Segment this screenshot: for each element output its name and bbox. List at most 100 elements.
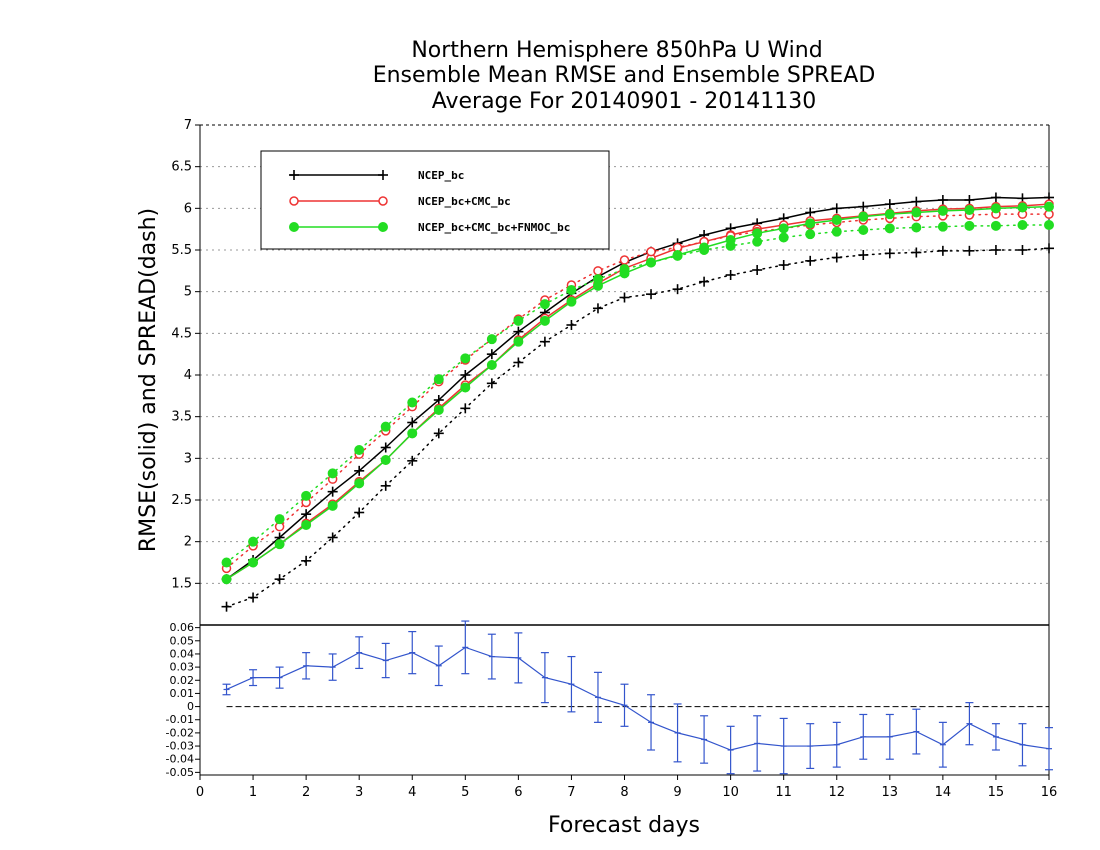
rmse-point — [937, 205, 948, 216]
rmse-point — [884, 209, 895, 220]
legend-marker — [289, 196, 299, 206]
spread-point — [301, 490, 312, 501]
x-tick-label: 7 — [567, 785, 575, 800]
spread-point — [566, 285, 577, 295]
legend-box — [260, 150, 610, 250]
y-tick-label-lower: -0.03 — [166, 740, 194, 753]
spread-point — [619, 264, 630, 275]
spread-point — [884, 223, 895, 234]
rmse-point — [407, 428, 418, 439]
rmse-point — [990, 203, 1001, 214]
rmse-point — [1017, 202, 1028, 213]
y-tick-label: 6 — [184, 201, 192, 216]
spread-point — [539, 299, 550, 310]
legend-marker — [378, 196, 388, 206]
x-tick-label: 9 — [673, 785, 681, 800]
rmse-point — [1044, 201, 1054, 212]
y-tick-label-lower: 0.05 — [170, 634, 195, 647]
y-tick-label-lower: -0.02 — [166, 726, 194, 739]
y-tick-label: 7 — [184, 118, 192, 133]
y-tick-label-lower: -0.05 — [166, 766, 194, 779]
y-tick-label-lower: 0.02 — [170, 674, 195, 687]
y-tick-label-lower: 0.04 — [170, 647, 195, 660]
y-tick-label-lower: 0 — [187, 700, 194, 713]
y-tick-label: 2.5 — [171, 493, 192, 508]
spread-point — [593, 266, 603, 276]
chart-title-line-3: Average For 20140901 - 20141130 — [432, 89, 817, 114]
difference-series — [222, 620, 1053, 775]
x-tick-label: 8 — [620, 785, 628, 800]
spread-point — [248, 536, 259, 547]
x-tick-label: 1 — [249, 785, 257, 800]
rmse-line — [226, 203, 1050, 580]
chart-title-line-1: Northern Hemisphere 850hPa U Wind — [411, 38, 822, 63]
spread-line — [225, 213, 1050, 570]
rmse-point — [301, 520, 312, 530]
x-tick-label: 12 — [828, 785, 845, 800]
spread-point — [433, 374, 444, 385]
spread-point — [486, 334, 497, 345]
spread-point — [805, 229, 816, 240]
spread-point — [513, 315, 524, 326]
rmse-point — [486, 360, 497, 370]
rmse-point — [460, 382, 471, 393]
spread-point — [964, 220, 975, 231]
rmse-point — [380, 455, 391, 465]
y-tick-label: 5 — [184, 285, 192, 300]
spread-point — [725, 240, 736, 251]
spread-point — [407, 397, 418, 408]
spread-point — [327, 468, 338, 479]
x-tick-label: 2 — [302, 785, 310, 800]
spread-point — [911, 222, 922, 233]
difference-line — [226, 646, 1050, 751]
y-tick-label: 4.5 — [171, 326, 192, 341]
spread-point — [221, 557, 232, 568]
y-tick-label-lower: 0.06 — [170, 621, 195, 634]
rmse-point — [221, 574, 232, 585]
x-tick-label: 6 — [514, 785, 522, 800]
spread-point — [990, 220, 1001, 231]
spread-point — [380, 421, 391, 432]
chart-title-line-2: Ensemble Mean RMSE and Ensemble SPREAD — [373, 63, 876, 88]
x-tick-label: 11 — [775, 785, 792, 800]
x-tick-label: 15 — [988, 785, 1005, 800]
spread-point — [831, 226, 842, 237]
rmse-point — [805, 218, 816, 229]
legend-marker — [378, 222, 388, 232]
legend-label: NCEP_bc+CMC_bc — [418, 195, 511, 208]
spread-point — [619, 255, 630, 265]
spread-point — [672, 250, 683, 261]
legend-label: NCEP_bc — [418, 169, 464, 182]
x-tick-label: 14 — [935, 785, 952, 800]
y-tick-label-lower: 0.03 — [170, 661, 195, 674]
lower-panel: -0.05-0.04-0.03-0.02-0.0100.010.020.030.… — [166, 620, 1057, 800]
x-tick-label: 3 — [355, 785, 363, 800]
legend-marker — [289, 222, 299, 232]
legend: NCEP_bc NCEP_bc+CMC_bc NCEP_bc+CMC_bc+FNMO… — [260, 150, 610, 250]
y-tick-label: 6.5 — [171, 160, 192, 175]
y-tick-label: 5.5 — [171, 243, 192, 258]
spread-point — [592, 274, 603, 285]
rmse-point — [248, 557, 259, 568]
y-tick-label-lower: -0.01 — [166, 713, 194, 726]
spread-line — [225, 247, 1050, 608]
series-NCEP_bc+CMC_bc+FNMOC_bc — [221, 201, 1054, 585]
spread-point — [858, 225, 869, 235]
x-tick-label: 13 — [882, 785, 899, 800]
upper-panel: 1.5 2 2.5 3 3.5 4 4.5 5 5.5 6 6.5 7 — [171, 118, 1054, 626]
rmse-point — [539, 315, 550, 326]
spread-line — [225, 224, 1050, 564]
rmse-point — [778, 223, 789, 234]
x-tick-label: 0 — [196, 785, 204, 800]
x-tick-label: 10 — [722, 785, 739, 800]
x-tick-label: 5 — [461, 785, 469, 800]
x-tick-label: 4 — [408, 785, 416, 800]
y-tick-label: 3 — [184, 451, 192, 466]
chart-title-group: Northern Hemisphere 850hPa U Wind Ensemb… — [373, 38, 876, 114]
y-tick-label: 4 — [184, 368, 192, 383]
rmse-point — [911, 207, 922, 218]
spread-point — [937, 221, 948, 232]
y-tick-label: 1.5 — [171, 576, 192, 591]
rmse-point — [964, 205, 975, 215]
